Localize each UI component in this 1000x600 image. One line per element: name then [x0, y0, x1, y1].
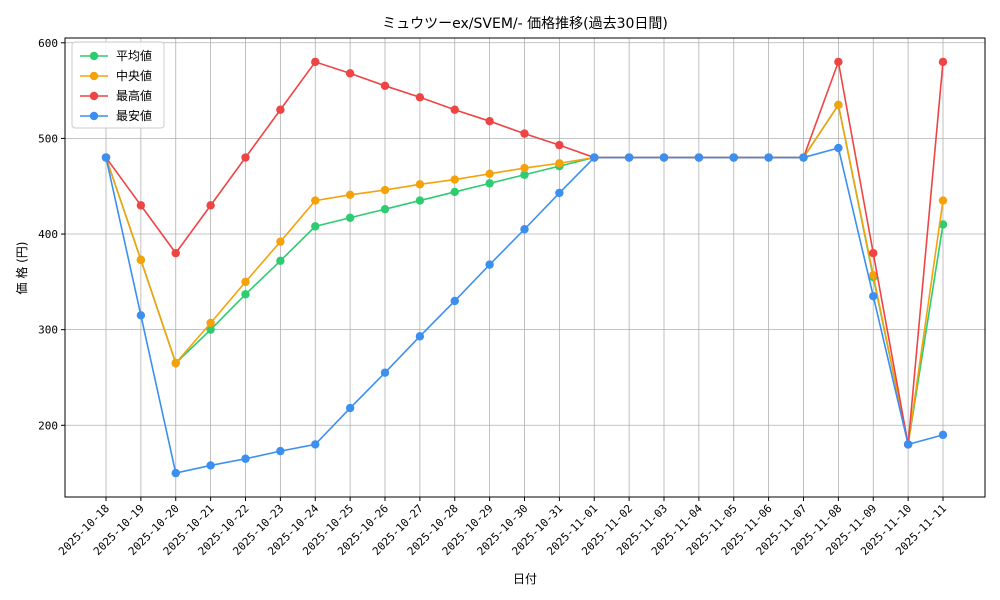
data-point [345, 403, 355, 413]
data-point [415, 180, 425, 189]
data-point [834, 100, 843, 110]
data-point [276, 237, 285, 246]
data-point [206, 325, 215, 334]
data-point [206, 461, 215, 470]
data-point [938, 196, 948, 205]
data-point [206, 318, 215, 328]
legend-item: 中央値 [80, 68, 152, 83]
y-tick-label: 300 [38, 324, 58, 337]
data-point [311, 57, 320, 67]
data-point [869, 291, 878, 301]
data-point [555, 188, 564, 198]
data-point [450, 105, 459, 114]
legend-item: 平均値 [80, 48, 152, 63]
data-point [276, 105, 285, 114]
data-point [415, 196, 425, 205]
series-lines [101, 57, 948, 478]
data-point [450, 175, 459, 184]
data-point [694, 153, 704, 162]
data-point [938, 57, 948, 67]
data-point [764, 153, 773, 162]
data-point [345, 213, 355, 222]
data-point [938, 220, 948, 229]
series-3 [101, 143, 948, 478]
data-point [415, 332, 425, 341]
data-point [520, 163, 529, 173]
data-point [555, 159, 564, 168]
data-point [345, 190, 355, 200]
data-point [136, 311, 146, 320]
data-point [555, 140, 564, 150]
y-tick-label: 200 [38, 419, 58, 432]
y-tick-label: 500 [38, 132, 58, 145]
data-point [380, 81, 390, 91]
data-point [520, 170, 529, 179]
data-point [171, 468, 180, 478]
data-point [380, 368, 390, 377]
data-point [101, 153, 111, 162]
data-point [450, 296, 459, 306]
legend-label: 最高値 [116, 88, 152, 103]
data-point [136, 201, 146, 210]
data-point [380, 204, 390, 214]
data-point [241, 277, 250, 287]
legend-label: 最安値 [116, 108, 152, 123]
y-tick-label: 400 [38, 228, 58, 241]
data-point [590, 153, 599, 162]
data-point [380, 185, 390, 195]
data-point [659, 153, 669, 162]
data-point [729, 153, 738, 162]
data-point [799, 153, 808, 162]
y-axis-title: 価 格 (円) [14, 242, 29, 295]
data-point [485, 116, 494, 126]
data-point [938, 430, 948, 440]
data-point [241, 153, 250, 162]
data-point [903, 440, 913, 449]
legend-label: 中央値 [116, 68, 152, 83]
data-point [276, 256, 285, 266]
data-point [485, 179, 494, 188]
data-point [171, 248, 180, 258]
legend-item: 最安値 [80, 108, 152, 123]
data-point [311, 222, 320, 231]
data-point [869, 248, 878, 258]
chart-title: ミュウツーex/SVEM/- 価格推移(過去30日間) [382, 16, 668, 32]
legend-label: 平均値 [116, 48, 152, 63]
legend-marker [89, 51, 99, 61]
data-point [345, 69, 355, 78]
x-axis-title: 日付 [513, 572, 537, 586]
data-point [485, 260, 494, 269]
data-point [241, 290, 250, 299]
data-point [450, 187, 459, 197]
data-point [520, 225, 529, 234]
legend-marker [89, 111, 99, 121]
data-point [171, 358, 180, 368]
x-axis-ticks: 2025-10-182025-10-192025-10-202025-10-21… [56, 497, 949, 558]
data-point [241, 454, 250, 463]
legend-marker [89, 71, 99, 81]
data-point [834, 57, 843, 67]
data-point [624, 153, 634, 162]
legend-box [71, 41, 165, 129]
data-point [485, 169, 494, 178]
legend-item: 最高値 [80, 88, 152, 103]
data-point [834, 143, 843, 153]
data-point [206, 201, 215, 210]
data-point [136, 255, 146, 265]
data-point [276, 446, 285, 456]
y-axis-ticks: 200 300 400 500 600 [38, 37, 65, 432]
y-tick-label: 600 [38, 37, 58, 50]
data-point [520, 129, 529, 138]
data-point [415, 93, 425, 102]
data-point [311, 440, 320, 449]
data-point [311, 196, 320, 205]
legend-marker [89, 91, 99, 101]
data-point [869, 270, 878, 280]
